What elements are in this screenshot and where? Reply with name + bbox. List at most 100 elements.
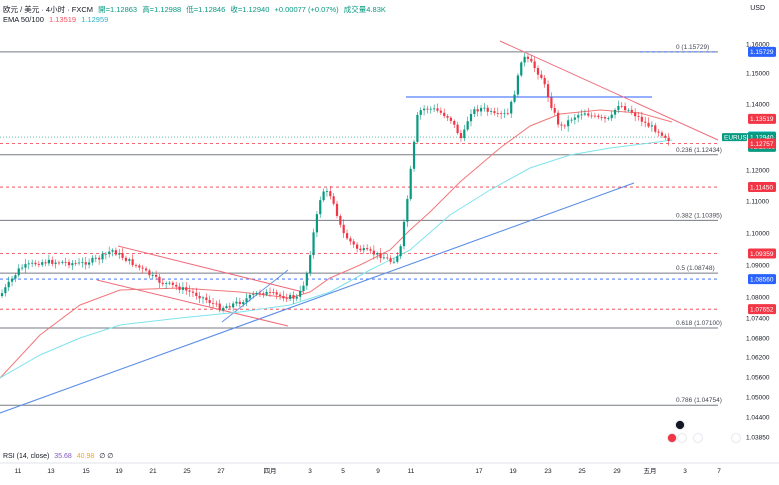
candle-body [91, 257, 94, 263]
candle-body [500, 113, 503, 115]
candle-body [211, 303, 215, 304]
candle-body [657, 131, 660, 133]
rsi-legend[interactable]: RSI (14, close) 35.68 40.98 ∅ ∅ [3, 452, 116, 460]
candle-body [382, 257, 385, 259]
currency-label[interactable]: USD [750, 5, 765, 12]
symbol-title[interactable]: 欧元 / 美元 · 4小时 · FXCM [3, 5, 93, 14]
candle-body [516, 75, 519, 95]
candle-body [128, 259, 131, 261]
candle-body [476, 109, 479, 112]
candle-body [198, 295, 201, 299]
candle-body [144, 268, 148, 271]
rsi-extra: ∅ ∅ [99, 453, 114, 460]
candle-body [329, 191, 332, 197]
candle-body [17, 268, 20, 276]
candle-body [419, 110, 422, 115]
candle-body [540, 74, 543, 78]
candle-body [232, 303, 235, 308]
candle-body [168, 282, 171, 284]
candle-body [21, 267, 24, 269]
candle-body [81, 262, 84, 263]
y-tick-label: 1.12000 [746, 167, 770, 174]
candle-body [335, 203, 339, 216]
candle-body [459, 133, 463, 139]
candle-body [34, 262, 37, 265]
trend-line-support [0, 182, 635, 414]
candle-body [148, 270, 151, 276]
candle-body [587, 113, 590, 116]
candle-body [426, 108, 429, 110]
volume-value: 成交量4.83K [343, 5, 386, 14]
candle-body [191, 291, 195, 293]
candle-body [513, 94, 516, 102]
rsi-value-2: 40.98 [76, 453, 95, 460]
candle-body [580, 114, 583, 116]
candle-body [88, 262, 91, 265]
candle-body [44, 262, 47, 264]
candle-body [456, 124, 459, 134]
ema50-value: 1.13519 [48, 15, 77, 24]
candle-body [155, 274, 158, 277]
candle-body [101, 253, 104, 260]
candle-body [14, 275, 17, 279]
candle-body [51, 259, 54, 264]
candle-body [473, 109, 476, 114]
candle-body [238, 301, 241, 305]
candle-body [667, 137, 670, 141]
fib-level-label: 0.236 (1.12434) [676, 147, 722, 154]
event-marker-icon [667, 433, 677, 443]
x-tick-label: 25 [183, 468, 191, 475]
price-badge-label: 1.12757 [750, 141, 774, 148]
candle-body [54, 262, 57, 264]
fib-level-label: 0.786 (1.04754) [676, 397, 722, 404]
candle-body [620, 105, 623, 107]
candle-body [114, 250, 117, 255]
candle-body [603, 117, 607, 119]
channel-line-blue [221, 269, 289, 323]
ema100-line [0, 139, 673, 379]
candle-body [577, 115, 580, 118]
y-tick-label: 1.11000 [746, 198, 769, 205]
candle-body [325, 191, 329, 192]
candle-body [322, 191, 325, 201]
event-marker-icon [675, 420, 685, 430]
candle-body [396, 256, 399, 262]
candle-body [406, 198, 409, 222]
x-tick-label: 3 [683, 468, 687, 475]
candle-body [526, 56, 530, 59]
candle-body [510, 101, 513, 114]
channel-line-top [117, 245, 304, 293]
candle-body [352, 241, 355, 245]
candle-body [563, 125, 566, 127]
candle-body [342, 224, 345, 234]
candle-body [111, 250, 114, 252]
candle-body [165, 283, 168, 284]
rsi-value: 35.68 [54, 453, 72, 460]
ema-label: EMA 50/100 [3, 15, 44, 24]
candle-body [376, 252, 379, 255]
price-badge [748, 274, 776, 285]
price-badge [748, 138, 776, 149]
candle-body [386, 257, 389, 259]
candle-body [0, 293, 4, 296]
y-tick-label: 1.07400 [746, 315, 770, 322]
event-marker-icon [693, 433, 703, 443]
y-tick-label: 1.16000 [746, 41, 770, 48]
ema-legend[interactable]: EMA 50/100 1.13519 1.12959 [3, 15, 111, 24]
candle-body [201, 297, 205, 299]
candle-body [369, 249, 372, 251]
candle-body [409, 168, 412, 199]
candle-body [7, 281, 10, 288]
fib-level-label: 0.618 (1.07100) [676, 320, 722, 327]
x-tick-label: 25 [578, 468, 586, 475]
candle-body [178, 286, 181, 290]
fib-level-label: 0 (1.15729) [676, 44, 709, 51]
x-tick-label: 11 [408, 468, 415, 475]
candle-body [590, 115, 593, 117]
y-tick-label: 1.08000 [746, 294, 770, 301]
candle-body [319, 200, 322, 215]
candle-body [560, 124, 563, 126]
price-badge-label: 1.13519 [750, 116, 774, 123]
symbol-tag-label: EURUSD [724, 134, 752, 141]
